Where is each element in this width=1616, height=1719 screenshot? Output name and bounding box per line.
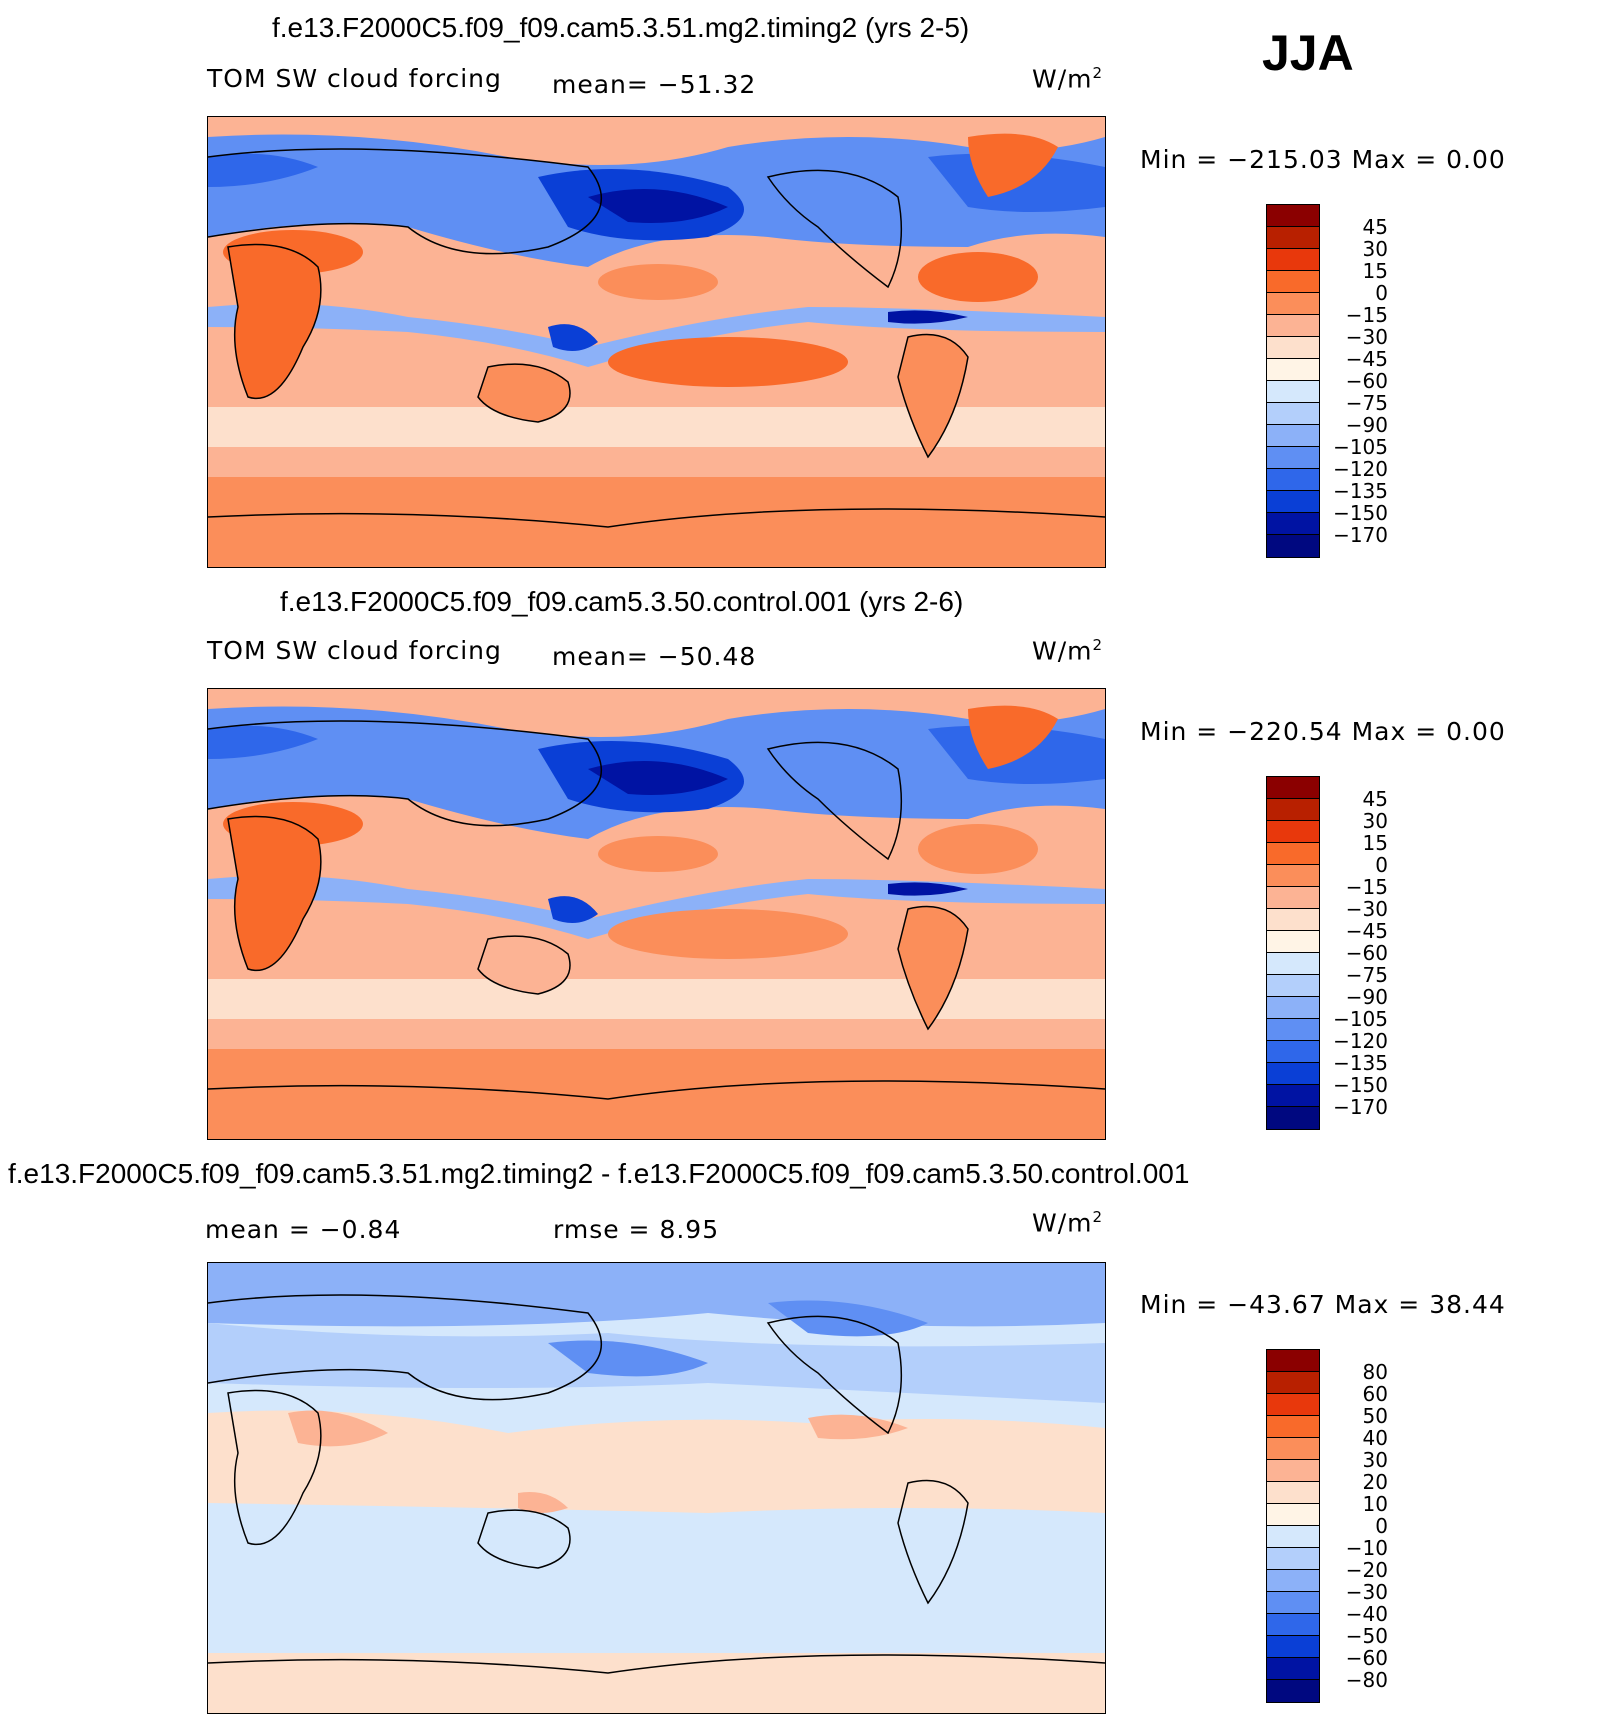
colorbar-tick-label: 0 [1375, 1514, 1388, 1538]
colorbar-tick-label: −30 [1345, 325, 1388, 349]
colorbar-tick-label: −105 [1333, 435, 1388, 459]
colorbar-tick-label: 30 [1362, 237, 1388, 261]
panel3-units: W/m2 [1032, 1208, 1104, 1238]
panel1-map [207, 116, 1106, 568]
colorbar-tick-label: −105 [1333, 1007, 1388, 1031]
panel3-map [207, 1262, 1106, 1714]
colorbar-tick-label: −45 [1345, 347, 1388, 371]
colorbar-tick-label: −80 [1345, 1668, 1388, 1692]
panel3-rmse: rmse = 8.95 [553, 1215, 720, 1244]
colorbar-tick-label: −120 [1333, 457, 1388, 481]
colorbar-tick-label: 80 [1362, 1360, 1388, 1384]
colorbar-tick-label: −15 [1345, 875, 1388, 899]
colorbar-tick-label: 0 [1375, 281, 1388, 305]
colorbar-tick-label: −170 [1333, 1095, 1388, 1119]
colorbar-tick-label: −150 [1333, 1073, 1388, 1097]
colorbar-tick-label: 60 [1362, 1382, 1388, 1406]
panel3-mean: mean = −0.84 [205, 1215, 402, 1244]
colorbar-tick-label: 15 [1362, 831, 1388, 855]
colorbar-tick-label: −75 [1345, 391, 1388, 415]
panel1-variable: TOM SW cloud forcing [207, 64, 502, 93]
panel3-title: f.e13.F2000C5.f09_f09.cam5.3.51.mg2.timi… [8, 1158, 1190, 1189]
panel1-map-svg [208, 117, 1105, 567]
colorbar-tick-label: 20 [1362, 1470, 1388, 1494]
colorbar-tick-label: −135 [1333, 479, 1388, 503]
south-america-outline [897, 333, 969, 459]
colorbar-tick-label: −45 [1345, 919, 1388, 943]
colorbar-tick-label: 45 [1362, 787, 1388, 811]
colorbar-tick-label: 30 [1362, 809, 1388, 833]
australia-outline [477, 363, 571, 423]
colorbar-tick-label: 0 [1375, 853, 1388, 877]
panel2-map [207, 688, 1106, 1140]
colorbar-tick-label: −20 [1345, 1558, 1388, 1582]
season-label: JJA [1262, 25, 1354, 81]
antarctica-outline [208, 508, 1105, 528]
panel2-mean: mean= −50.48 [552, 642, 757, 671]
colorbar-tick-label: −40 [1345, 1602, 1388, 1626]
colorbar-tick-label: −50 [1345, 1624, 1388, 1648]
africa-outline [227, 243, 322, 400]
panel2-variable: TOM SW cloud forcing [207, 636, 502, 665]
panel1-minmax: Min = −215.03 Max = 0.00 [1140, 145, 1506, 174]
panel2-map-svg [208, 689, 1105, 1139]
colorbar-tick-label: −30 [1345, 897, 1388, 921]
colorbar-tick-label: −90 [1345, 413, 1388, 437]
panel1-units: W/m2 [1032, 64, 1104, 94]
panel1-colorbar [1266, 204, 1320, 558]
colorbar-tick-label: −60 [1345, 941, 1388, 965]
colorbar-tick-label: −135 [1333, 1051, 1388, 1075]
panel2-title: f.e13.F2000C5.f09_f09.cam5.3.50.control.… [280, 586, 964, 617]
panel1-mean: mean= −51.32 [552, 70, 757, 99]
colorbar-tick-label: −90 [1345, 985, 1388, 1009]
colorbar-tick-label: −10 [1345, 1536, 1388, 1560]
colorbar-tick-label: −120 [1333, 1029, 1388, 1053]
colorbar-tick-label: 40 [1362, 1426, 1388, 1450]
colorbar-tick-label: 45 [1362, 215, 1388, 239]
panel3-map-svg [208, 1263, 1105, 1713]
panel3-minmax: Min = −43.67 Max = 38.44 [1140, 1290, 1506, 1319]
colorbar-tick-label: 10 [1362, 1492, 1388, 1516]
panel2-colorbar [1266, 776, 1320, 1130]
colorbar-tick-label: −150 [1333, 501, 1388, 525]
panel2-units: W/m2 [1032, 636, 1104, 666]
colorbar-tick-label: −15 [1345, 303, 1388, 327]
colorbar-tick-label: 50 [1362, 1404, 1388, 1428]
panel3-colorbar [1266, 1349, 1320, 1703]
colorbar-tick-label: −30 [1345, 1580, 1388, 1604]
panel1-title: f.e13.F2000C5.f09_f09.cam5.3.51.mg2.timi… [272, 12, 970, 43]
colorbar-tick-label: −75 [1345, 963, 1388, 987]
colorbar-tick-label: −60 [1345, 1646, 1388, 1670]
antarctic-band [208, 477, 1105, 567]
colorbar-tick-label: 15 [1362, 259, 1388, 283]
colorbar-tick-label: 30 [1362, 1448, 1388, 1472]
colorbar-tick-label: −60 [1345, 369, 1388, 393]
north-america-outline [766, 169, 903, 289]
eurasia-outline [208, 148, 603, 255]
colorbar-tick-label: −170 [1333, 523, 1388, 547]
panel2-minmax: Min = −220.54 Max = 0.00 [1140, 717, 1506, 746]
